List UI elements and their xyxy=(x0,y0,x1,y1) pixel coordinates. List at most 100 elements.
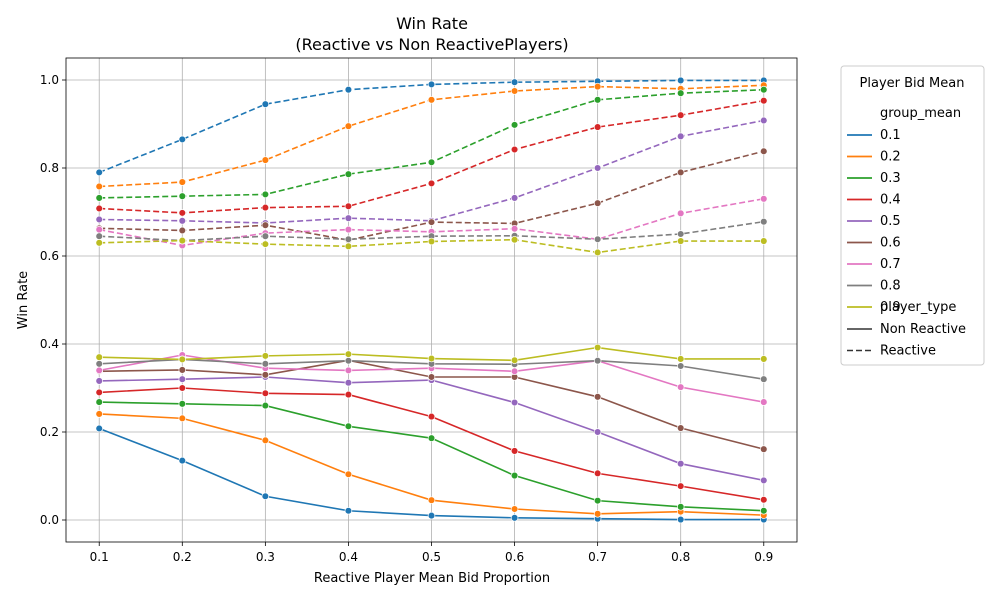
data-point xyxy=(261,240,270,248)
data-point xyxy=(760,496,768,504)
data-point xyxy=(344,225,353,234)
data-point xyxy=(510,224,519,233)
data-point xyxy=(261,492,270,500)
x-tick-label: 0.7 xyxy=(588,550,607,564)
data-point xyxy=(593,393,602,401)
data-point xyxy=(261,100,270,108)
legend-item-label: 0.9 xyxy=(880,300,901,315)
data-point xyxy=(344,202,353,211)
data-point xyxy=(95,424,103,433)
y-tick-label: 0.2 xyxy=(40,425,59,439)
data-point xyxy=(760,96,768,105)
data-point xyxy=(676,355,685,363)
data-point xyxy=(510,145,519,154)
x-tick-label: 0.1 xyxy=(90,550,109,564)
data-point xyxy=(593,164,602,172)
legend-item-label: 0.4 xyxy=(880,193,901,208)
legend-item-label: 0.2 xyxy=(880,150,901,165)
x-tick-label: 0.4 xyxy=(339,550,358,564)
data-point xyxy=(344,378,353,387)
data-point xyxy=(676,230,685,238)
data-point xyxy=(178,217,187,225)
data-point xyxy=(676,168,685,177)
data-point xyxy=(427,354,436,363)
series-0.4-reactive xyxy=(95,96,768,217)
data-point xyxy=(427,412,436,421)
data-point xyxy=(178,384,187,392)
data-point xyxy=(593,343,602,352)
chart-title: Win Rate xyxy=(396,14,468,33)
data-point xyxy=(760,507,768,515)
series-0.5-reactive-line xyxy=(99,119,764,224)
data-point xyxy=(178,375,187,383)
data-point xyxy=(427,80,436,89)
data-point xyxy=(427,496,436,504)
data-point xyxy=(261,203,270,212)
data-point xyxy=(427,96,436,104)
legend-hue-title: group_mean xyxy=(880,106,961,121)
data-point xyxy=(95,215,103,224)
data-point xyxy=(261,401,270,410)
y-axis-label: Win Rate xyxy=(16,271,31,329)
data-point xyxy=(178,400,187,408)
data-point xyxy=(593,356,602,365)
legend-style-label: Reactive xyxy=(880,344,936,359)
data-point xyxy=(676,482,685,490)
data-point xyxy=(593,469,602,478)
data-point xyxy=(676,362,685,370)
data-point xyxy=(760,476,768,485)
data-point xyxy=(676,424,685,432)
series-0.9-reactive xyxy=(95,235,768,257)
data-point xyxy=(344,422,353,431)
data-point xyxy=(95,232,103,240)
data-point xyxy=(676,383,685,391)
data-point xyxy=(760,195,768,203)
data-point xyxy=(178,209,187,217)
data-point xyxy=(178,236,187,245)
data-point xyxy=(261,221,270,229)
series-0.3-non-reactive xyxy=(95,398,768,515)
data-point xyxy=(95,366,103,375)
data-point xyxy=(510,398,519,407)
data-point xyxy=(676,76,685,85)
data-point xyxy=(95,168,103,177)
data-point xyxy=(95,360,103,368)
y-tick-label: 0.4 xyxy=(40,337,59,351)
data-point xyxy=(344,470,353,478)
ticks: 0.1 0.2 0.3 0.4 0.5 0.6 0.7 0.8 0.9 0.0 0.2 0.4 0.6 0… xyxy=(40,73,773,564)
series-0.1-reactive xyxy=(95,76,768,177)
series-0.3-reactive xyxy=(95,85,768,202)
legend-item-label: 0.3 xyxy=(880,171,901,186)
x-tick-label: 0.3 xyxy=(256,550,275,564)
data-point xyxy=(344,242,353,251)
data-point xyxy=(95,182,103,191)
data-point xyxy=(760,355,768,363)
series-0.4-non-reactive xyxy=(95,384,768,504)
data-point xyxy=(510,194,519,202)
legend: Player Bid Mean group_mean player_type 0… xyxy=(840,65,985,366)
data-point xyxy=(593,428,602,436)
data-point xyxy=(760,237,768,245)
data-point xyxy=(427,373,436,381)
x-tick-label: 0.6 xyxy=(505,550,524,564)
data-point xyxy=(510,121,519,129)
data-point xyxy=(510,471,519,480)
data-point xyxy=(510,514,519,522)
data-point xyxy=(510,87,519,95)
data-point xyxy=(676,89,685,97)
series-0.2-non-reactive xyxy=(95,410,768,519)
data-point xyxy=(178,355,187,364)
data-point xyxy=(593,235,602,244)
data-point xyxy=(344,350,353,358)
data-point xyxy=(261,360,270,368)
y-tick-label: 0.8 xyxy=(40,161,59,175)
legend-item-label: 0.1 xyxy=(880,128,901,143)
data-point xyxy=(676,111,685,119)
x-axis-label: Reactive Player Mean Bid Proportion xyxy=(314,571,550,586)
data-point xyxy=(344,85,353,94)
data-point xyxy=(344,235,353,244)
data-point xyxy=(95,194,103,202)
data-point xyxy=(344,214,353,222)
data-point xyxy=(344,390,353,399)
data-point xyxy=(593,96,602,104)
